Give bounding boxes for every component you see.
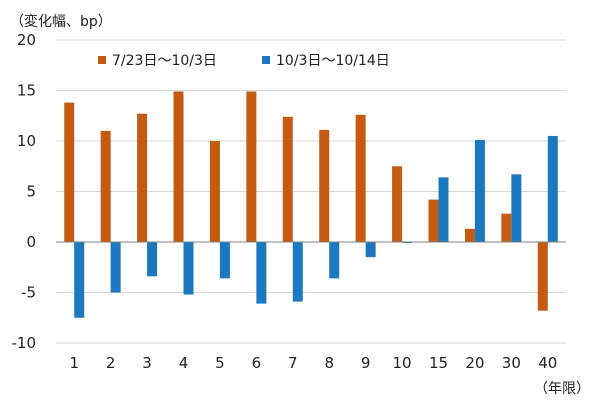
bar-series1-8	[319, 129, 330, 242]
bar-series2-2	[110, 242, 121, 293]
bar-series1-3	[137, 113, 148, 242]
y-tick-label: 10	[17, 132, 36, 150]
bar-series1-7	[282, 116, 293, 242]
legend-label-series2: 10/3日～10/14日	[276, 53, 390, 69]
bar-series1-10	[392, 166, 403, 242]
bar-series2-3	[147, 242, 158, 277]
bar-series2-7	[292, 242, 303, 302]
bar-series2-10	[402, 242, 413, 244]
y-tick-label: 20	[17, 31, 36, 49]
bar-series1-15	[428, 199, 439, 242]
x-tick-label: 4	[179, 354, 189, 372]
y-tick-label: -10	[12, 334, 37, 352]
bar-series1-2	[100, 130, 111, 242]
bar-series2-20	[474, 139, 485, 242]
y-tick-label: 0	[26, 233, 36, 251]
x-tick-labels: 1 2 3 4 5 6 7 8 9 10 15 20 30 40	[69, 354, 557, 372]
x-tick-label: 6	[252, 354, 262, 372]
x-tick-label: 8	[324, 354, 334, 372]
x-tick-label: 9	[361, 354, 371, 372]
bar-series2-1	[74, 242, 85, 318]
x-tick-label: 7	[288, 354, 298, 372]
bar-series2-6	[256, 242, 267, 304]
x-tick-label: 20	[465, 354, 484, 372]
x-tick-label: 10	[393, 354, 412, 372]
y-tick-labels: -10 -5 0 5 10 15 20	[12, 31, 37, 352]
bar-series2-40	[547, 135, 558, 242]
legend: 7/23日～10/3日 10/3日～10/14日	[98, 53, 390, 69]
bar-series1-5	[209, 141, 220, 242]
x-tick-label: 15	[429, 354, 448, 372]
bar-series2-8	[329, 242, 340, 279]
legend-swatch-series2	[262, 56, 270, 64]
bar-series1-30	[501, 213, 512, 242]
x-tick-label: 3	[142, 354, 152, 372]
bars	[64, 91, 558, 318]
bar-series1-9	[355, 114, 366, 242]
y-tick-label: 15	[17, 82, 36, 100]
bar-series2-15	[438, 177, 449, 242]
x-tick-label: 30	[502, 354, 521, 372]
bar-series1-4	[173, 91, 184, 242]
x-axis-label: （年限）	[534, 381, 590, 397]
y-axis-label: （変化幅、bp）	[10, 13, 112, 30]
bar-series1-1	[64, 102, 75, 243]
bar-series1-20	[464, 228, 475, 242]
x-tick-label: 40	[538, 354, 557, 372]
legend-swatch-series1	[98, 56, 106, 64]
gridlines	[56, 39, 566, 344]
bar-series1-6	[246, 91, 257, 242]
bar-series2-4	[183, 242, 194, 295]
bar-series2-30	[511, 174, 522, 242]
y-tick-label: -5	[21, 284, 36, 302]
legend-label-series1: 7/23日～10/3日	[112, 53, 217, 69]
x-tick-label: 2	[106, 354, 116, 372]
bar-series2-5	[219, 242, 230, 279]
bar-series2-9	[365, 242, 376, 258]
bar-series1-40	[537, 242, 548, 311]
x-tick-label: 1	[69, 354, 79, 372]
x-tick-label: 5	[215, 354, 225, 372]
y-tick-label: 5	[26, 183, 36, 201]
